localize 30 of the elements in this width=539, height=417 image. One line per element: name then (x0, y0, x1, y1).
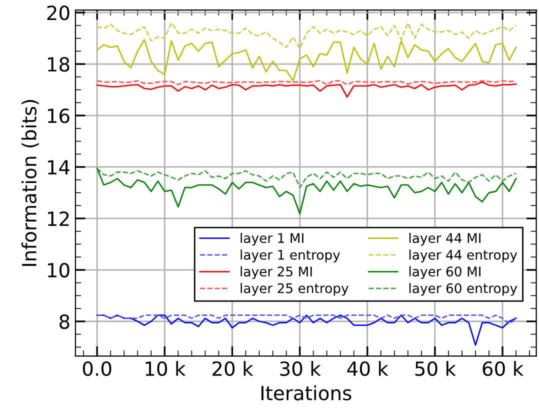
x-tick-label: 10 k (146, 360, 186, 376)
line-series (96, 81, 517, 98)
y-tick-label: 10 (48, 262, 70, 278)
x-tick-label: 30 k (280, 360, 321, 376)
legend-label: layer 25 entropy (240, 283, 348, 296)
legend-label: layer 44 MI (409, 232, 480, 246)
legend-label: layer 60 entropy (409, 283, 518, 296)
x-tick-label: 0.0 (82, 361, 112, 376)
line-series (96, 22, 517, 50)
x-tick-label: 40 k (347, 360, 388, 376)
x-tick-label: 20 k (212, 360, 254, 376)
y-tick-label: 16 (48, 108, 70, 124)
line-series (96, 314, 517, 346)
y-tick-label: 18 (48, 57, 70, 72)
legend-label: layer 1 MI (240, 232, 304, 246)
legend-label: layer 1 entropy (240, 250, 340, 262)
line-series (96, 168, 517, 188)
x-tick-label: 60 k (482, 360, 524, 376)
y-tick-label: 8 (60, 314, 70, 330)
legend-label: layer 44 entropy (409, 250, 518, 262)
y-tick-label: 20 (47, 6, 70, 20)
line-series (96, 168, 517, 215)
y-tick-label: 12 (48, 211, 69, 226)
legend-label: layer 25 MI (240, 266, 312, 280)
y-axis-title: Information (bits) (21, 100, 39, 266)
x-tick-label: 50 k (415, 360, 456, 376)
line-series (96, 38, 517, 82)
legend-label: layer 60 MI (409, 266, 480, 280)
y-tick-label: 14 (48, 160, 70, 174)
x-axis-title: Iterations (261, 385, 352, 400)
